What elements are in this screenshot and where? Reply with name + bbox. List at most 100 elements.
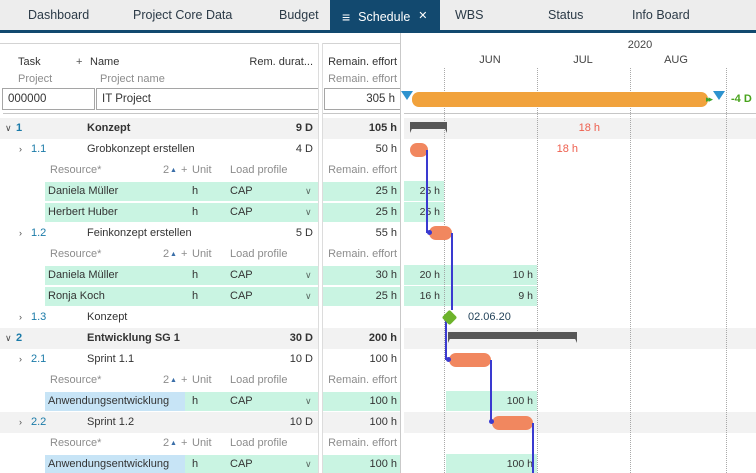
dropdown-icon[interactable]: ∨ — [305, 459, 312, 469]
task-row-2-2[interactable]: › 2.2 Sprint 1.2 10 D 100 h — [0, 412, 756, 433]
task-bar-1-1[interactable] — [410, 143, 428, 157]
resource-row[interactable]: Anwendungsentwicklung h CAP ∨ 100 h — [0, 454, 756, 473]
task-bar-2-2[interactable] — [492, 416, 533, 430]
allocation-cell[interactable]: 16 h — [404, 286, 444, 306]
load-profile-value[interactable]: CAP — [230, 185, 253, 197]
unit-col-label[interactable]: Unit — [192, 437, 212, 449]
load-profile-value[interactable]: CAP — [230, 290, 253, 302]
resource-row[interactable]: Anwendungsentwicklung h CAP ∨ 100 h — [0, 391, 756, 412]
collapse-icon[interactable]: ∨ — [5, 333, 12, 343]
resource-unit[interactable]: h — [192, 206, 199, 218]
task-bar-2-1[interactable] — [449, 353, 491, 367]
project-name-input[interactable]: IT Project — [96, 88, 321, 110]
summary-bar-konzept[interactable] — [410, 122, 447, 133]
sort-asc-icon[interactable]: ▲ — [170, 440, 177, 447]
load-profile-col-label[interactable]: Load profile — [230, 164, 288, 176]
allocation-cell[interactable]: 25 h — [404, 181, 444, 201]
resource-effort[interactable]: 25 h — [375, 206, 397, 218]
menu-icon[interactable]: ≡ — [342, 8, 351, 25]
effort-col-label[interactable]: Remain. effort — [328, 164, 397, 176]
dropdown-icon[interactable]: ∨ — [305, 291, 312, 301]
summary-bar-entwicklung[interactable] — [448, 332, 577, 343]
sort-indicator[interactable]: 2 — [163, 374, 170, 386]
load-profile-col-label[interactable]: Load profile — [230, 374, 288, 386]
add-column-icon[interactable]: + — [76, 56, 83, 68]
resource-col-label[interactable]: Resource* — [50, 374, 102, 386]
tab-project-core-data[interactable]: Project Core Data — [133, 8, 233, 22]
resource-unit[interactable]: h — [192, 290, 199, 302]
allocation-cell[interactable]: 20 h — [404, 265, 444, 285]
effort-col-label[interactable]: Remain. effort — [328, 437, 397, 449]
sort-indicator[interactable]: 2 — [163, 164, 170, 176]
resource-col-label[interactable]: Resource* — [50, 248, 102, 260]
load-profile-col-label[interactable]: Load profile — [230, 437, 288, 449]
tab-budget[interactable]: Budget — [279, 8, 319, 22]
col-header-rem-duration[interactable]: Rem. durat... — [249, 56, 313, 68]
tab-info-board[interactable]: Info Board — [632, 8, 690, 22]
resource-name[interactable]: Ronja Koch — [48, 290, 105, 302]
effort-col-label[interactable]: Remain. effort — [328, 374, 397, 386]
resource-effort[interactable]: 25 h — [375, 185, 397, 197]
task-bar-1-2[interactable] — [429, 226, 452, 240]
resource-col-label[interactable]: Resource* — [50, 437, 102, 449]
add-resource-icon[interactable]: + — [181, 164, 188, 176]
dropdown-icon[interactable]: ∨ — [305, 270, 312, 280]
load-profile-col-label[interactable]: Load profile — [230, 248, 288, 260]
allocation-cell[interactable]: 25 h — [404, 202, 444, 222]
add-resource-icon[interactable]: + — [181, 374, 188, 386]
allocation-cell[interactable]: 9 h — [444, 286, 537, 306]
project-end-marker-icon[interactable] — [713, 91, 725, 100]
sort-asc-icon[interactable]: ▲ — [170, 167, 177, 174]
resource-unit[interactable]: h — [192, 458, 199, 470]
unit-col-label[interactable]: Unit — [192, 248, 212, 260]
dropdown-icon[interactable]: ∨ — [305, 396, 312, 406]
project-gantt-bar[interactable] — [412, 92, 708, 107]
load-profile-value[interactable]: CAP — [230, 395, 253, 407]
table-gantt-splitter[interactable] — [400, 33, 404, 473]
sort-indicator[interactable]: 2 — [163, 248, 170, 260]
tab-schedule[interactable]: ≡ Schedule ✕ — [330, 0, 440, 33]
collapse-icon[interactable]: ∨ — [5, 123, 12, 133]
resource-name[interactable]: Daniela Müller — [48, 185, 119, 197]
unit-col-label[interactable]: Unit — [192, 164, 212, 176]
expand-icon[interactable]: › — [19, 312, 22, 322]
expand-icon[interactable]: › — [19, 144, 22, 154]
column-separator[interactable] — [318, 43, 323, 473]
resource-name[interactable]: Anwendungsentwicklung — [48, 395, 170, 407]
resource-col-label[interactable]: Resource* — [50, 164, 102, 176]
sort-asc-icon[interactable]: ▲ — [170, 251, 177, 258]
resource-effort[interactable]: 30 h — [375, 269, 397, 281]
unit-col-label[interactable]: Unit — [192, 374, 212, 386]
load-profile-value[interactable]: CAP — [230, 269, 253, 281]
resource-effort[interactable]: 100 h — [369, 395, 397, 407]
expand-icon[interactable]: › — [19, 354, 22, 364]
dropdown-icon[interactable]: ∨ — [305, 207, 312, 217]
task-row-1-3[interactable]: › 1.3 Konzept — [0, 307, 756, 328]
load-profile-value[interactable]: CAP — [230, 206, 253, 218]
task-row-1[interactable]: ∨ 1 Konzept 9 D 105 h — [0, 118, 756, 139]
tab-wbs[interactable]: WBS — [455, 8, 484, 22]
close-tab-icon[interactable]: ✕ — [418, 10, 428, 22]
resource-effort[interactable]: 100 h — [369, 458, 397, 470]
resource-unit[interactable]: h — [192, 395, 199, 407]
load-profile-value[interactable]: CAP — [230, 458, 253, 470]
resource-effort[interactable]: 25 h — [375, 290, 397, 302]
tab-dashboard[interactable]: Dashboard — [28, 8, 90, 22]
effort-col-label[interactable]: Remain. effort — [328, 248, 397, 260]
task-row-2[interactable]: ∨ 2 Entwicklung SG 1 30 D 200 h — [0, 328, 756, 349]
task-row-1-2[interactable]: › 1.2 Feinkonzept erstellen 5 D 55 h — [0, 223, 756, 244]
project-start-marker-icon[interactable] — [401, 91, 413, 100]
expand-icon[interactable]: › — [19, 417, 22, 427]
resource-row[interactable]: Herbert Huber h CAP ∨ 25 h — [0, 202, 756, 223]
project-id-input[interactable]: 000000 — [2, 88, 95, 110]
col-header-task[interactable]: Task — [18, 56, 41, 68]
add-resource-icon[interactable]: + — [181, 248, 188, 260]
sort-indicator[interactable]: 2 — [163, 437, 170, 449]
col-header-name[interactable]: Name — [90, 56, 120, 68]
task-row-1-1[interactable]: › 1.1 Grobkonzept erstellen 4 D 50 h — [0, 139, 756, 160]
task-row-2-1[interactable]: › 2.1 Sprint 1.1 10 D 100 h — [0, 349, 756, 370]
allocation-cell[interactable]: 100 h — [446, 454, 537, 473]
sort-asc-icon[interactable]: ▲ — [170, 377, 177, 384]
project-effort-input[interactable]: 305 h — [324, 88, 401, 110]
resource-unit[interactable]: h — [192, 269, 199, 281]
